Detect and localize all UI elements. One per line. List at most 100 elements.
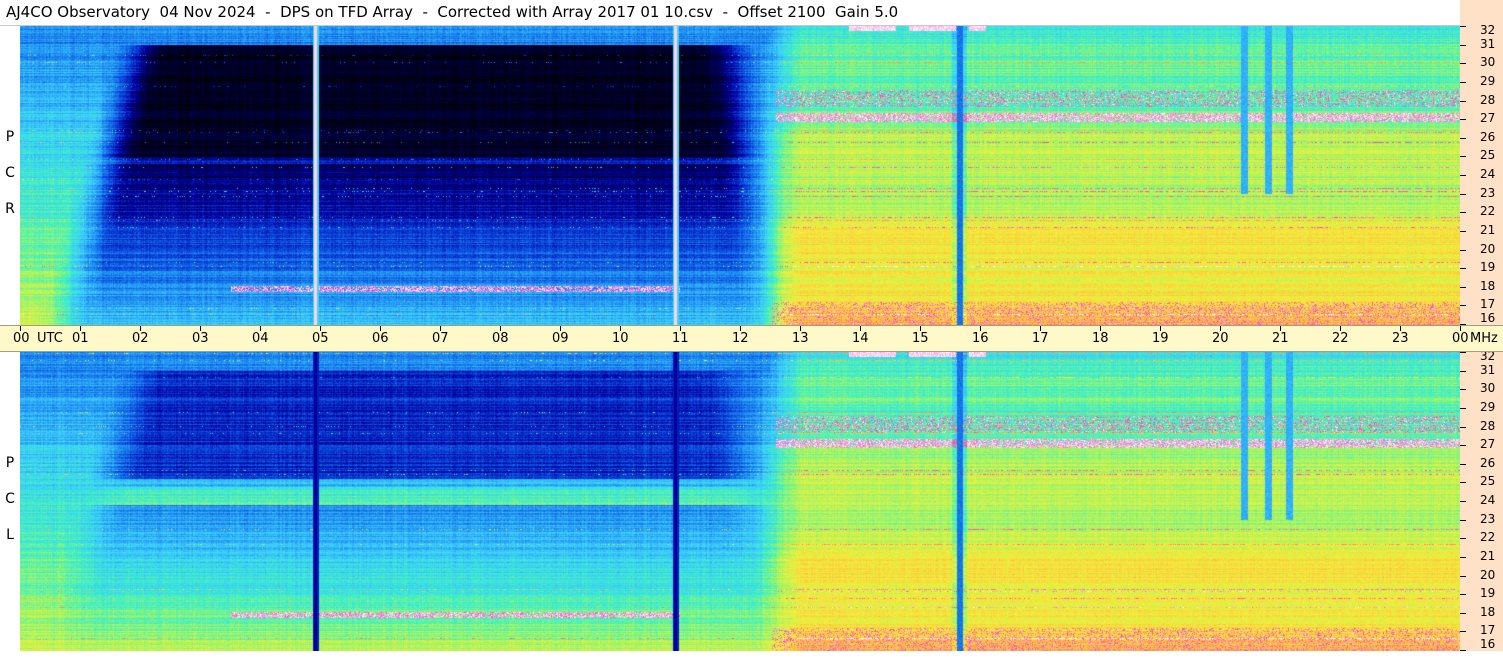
mhz-tick-label: 32	[1480, 23, 1496, 37]
mhz-tick	[1460, 427, 1466, 428]
hour-tick-label: 15	[912, 331, 929, 346]
hour-tick-label: 04	[252, 331, 269, 346]
mhz-tick-label: 26	[1480, 130, 1496, 144]
mhz-tick-label: 31	[1480, 37, 1496, 51]
mhz-tick	[1460, 389, 1466, 390]
mhz-tick-label: 28	[1480, 93, 1496, 107]
lcp-letter-p: P	[5, 455, 15, 471]
hour-tick-label: 05	[312, 331, 329, 346]
hour-tick	[800, 326, 801, 331]
mhz-tick	[1460, 63, 1466, 64]
mhz-tick-label: 20	[1480, 568, 1496, 582]
mhz-tick-label: 23	[1480, 186, 1496, 200]
mhz-tick	[1460, 594, 1466, 595]
mhz-tick	[1460, 501, 1466, 502]
mhz-tick-label: 28	[1480, 419, 1496, 433]
lcp-frequency-scale: 16 17 18 19 20 21 22 23 24 25 26 27 28 29 30 31 32	[1460, 349, 1503, 651]
hour-tick	[500, 326, 501, 331]
mhz-axis-label: MHz	[1470, 331, 1498, 346]
title-bar: AJ4CO Observatory 04 Nov 2024 - DPS on T…	[0, 0, 1460, 26]
mhz-tick	[1460, 156, 1466, 157]
mhz-tick-label: 24	[1480, 167, 1496, 181]
hour-tick-label: 16	[972, 331, 989, 346]
mhz-tick-label: 29	[1480, 74, 1496, 88]
mhz-tick-label: 18	[1480, 605, 1496, 619]
mhz-tick-label: 30	[1480, 55, 1496, 69]
rcp-letter-r: R	[5, 201, 15, 217]
mhz-tick	[1460, 194, 1466, 195]
mhz-tick	[1460, 631, 1466, 632]
mhz-tick	[1460, 231, 1466, 232]
mhz-tick	[1460, 445, 1466, 446]
mhz-tick-label: 29	[1480, 400, 1496, 414]
mhz-tick	[1460, 613, 1466, 614]
mhz-tick-label: 26	[1480, 456, 1496, 470]
mhz-tick	[1460, 250, 1466, 251]
mhz-tick	[1460, 138, 1466, 139]
mhz-tick-label: 31	[1480, 363, 1496, 377]
hour-tick-label: 12	[732, 331, 749, 346]
hour-tick	[1100, 326, 1101, 331]
hour-tick	[1340, 326, 1341, 331]
hour-tick-label: 19	[1152, 331, 1169, 346]
mhz-tick-label: 32	[1480, 349, 1496, 363]
mhz-tick-label: 30	[1480, 381, 1496, 395]
mhz-tick-label: 25	[1480, 148, 1496, 162]
hour-tick	[860, 326, 861, 331]
mhz-tick-label: 19	[1480, 586, 1496, 600]
hour-tick	[560, 326, 561, 331]
hour-tick-label: 06	[372, 331, 389, 346]
mhz-tick-label: 17	[1480, 297, 1496, 311]
mhz-tick	[1460, 520, 1466, 521]
hour-tick	[80, 326, 81, 331]
mhz-tick	[1460, 268, 1466, 269]
mhz-tick-label: 21	[1480, 549, 1496, 563]
mhz-tick	[1460, 101, 1466, 102]
hour-tick-label: 18	[1092, 331, 1109, 346]
mhz-tick	[1460, 408, 1466, 409]
mhz-tick	[1460, 557, 1466, 558]
mhz-tick	[1460, 352, 1466, 353]
mhz-tick	[1460, 650, 1466, 651]
mhz-tick	[1460, 82, 1466, 83]
hour-tick	[920, 326, 921, 331]
mhz-tick	[1460, 324, 1466, 325]
hour-tick	[980, 326, 981, 331]
lcp-spectrogram	[20, 352, 1460, 651]
hour-tick-label: 13	[792, 331, 809, 346]
mhz-tick-label: 27	[1480, 437, 1496, 451]
utc-axis-label: UTC	[37, 331, 63, 346]
hour-tick-label: 17	[1032, 331, 1049, 346]
mhz-tick-label: 16	[1480, 637, 1496, 651]
hour-tick-label: 14	[852, 331, 869, 346]
hour-tick-label: 02	[132, 331, 149, 346]
mhz-tick-label: 18	[1480, 279, 1496, 293]
hour-tick	[740, 326, 741, 331]
mhz-tick-label: 21	[1480, 223, 1496, 237]
mhz-tick	[1460, 305, 1466, 306]
mhz-tick	[1460, 371, 1466, 372]
hour-tick	[260, 326, 261, 331]
mhz-tick	[1460, 26, 1466, 27]
hour-tick-label: 22	[1332, 331, 1349, 346]
scale-corner	[1460, 0, 1503, 26]
hour-tick	[680, 326, 681, 331]
mhz-tick-label: 22	[1480, 530, 1496, 544]
hour-tick-label: 10	[612, 331, 629, 346]
chart-title: AJ4CO Observatory 04 Nov 2024 - DPS on T…	[6, 3, 899, 21]
hour-tick-label: 21	[1272, 331, 1289, 346]
hour-tick	[380, 326, 381, 331]
hour-tick-label: 00	[1452, 331, 1469, 346]
mhz-tick-label: 24	[1480, 493, 1496, 507]
rcp-letter-p: P	[5, 129, 15, 145]
mhz-tick	[1460, 464, 1466, 465]
hour-tick	[1460, 326, 1461, 331]
mhz-tick-label: 16	[1480, 311, 1496, 325]
hour-tick-label: 01	[72, 331, 89, 346]
hour-tick-label: 23	[1392, 331, 1409, 346]
mhz-tick	[1460, 287, 1466, 288]
hour-tick-label: 08	[492, 331, 509, 346]
rcp-frequency-scale: 16 17 18 19 20 21 22 23 24 25 26 27 28 29 30 31 32	[1460, 23, 1503, 325]
hour-tick	[1400, 326, 1401, 331]
